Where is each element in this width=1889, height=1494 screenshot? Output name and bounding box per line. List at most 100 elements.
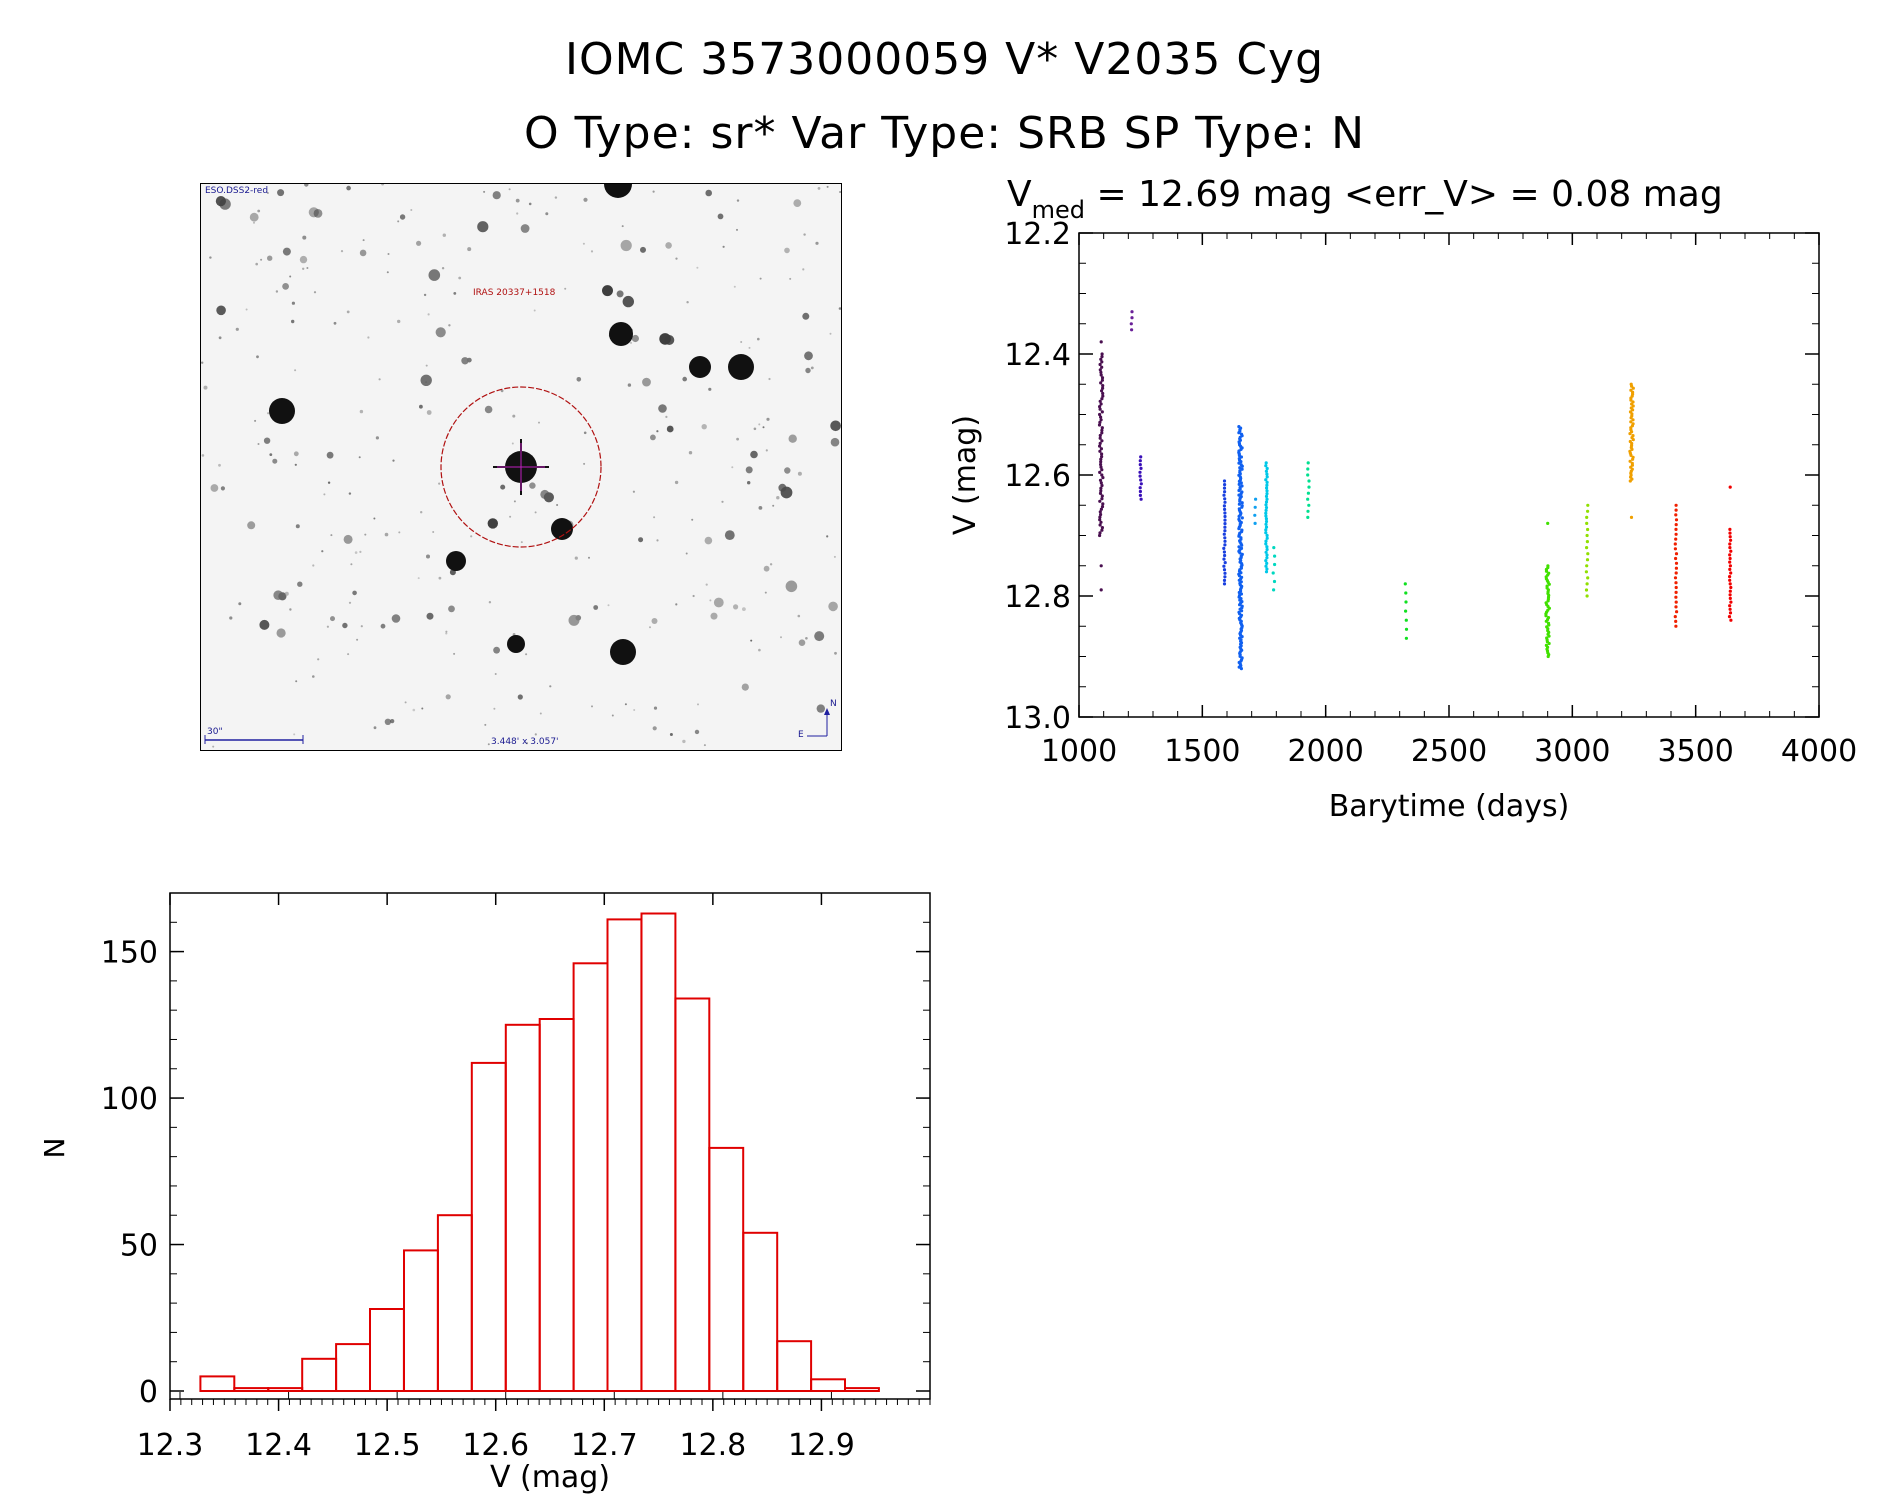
lc-data-point — [1237, 572, 1241, 576]
lc-data-point — [1239, 633, 1243, 637]
lc-data-point — [1223, 575, 1227, 579]
lc-data-point — [1099, 520, 1103, 524]
lc-data-point — [1238, 540, 1242, 544]
lc-data-point — [1238, 612, 1242, 616]
field-star — [691, 518, 694, 521]
field-star — [778, 483, 787, 492]
lc-data-point — [1238, 653, 1242, 657]
lc-data-point — [1306, 491, 1310, 495]
lc-data-point — [1130, 316, 1134, 320]
lc-data-point — [1729, 538, 1733, 542]
field-star — [685, 552, 688, 555]
field-star — [583, 431, 587, 435]
lc-data-point — [1223, 525, 1227, 529]
field-star — [529, 482, 536, 489]
lc-data-point — [1240, 505, 1244, 509]
field-star — [516, 212, 519, 215]
lc-data-point — [1546, 595, 1551, 599]
field-star — [674, 480, 679, 485]
lc-data-point — [1099, 486, 1103, 490]
lc-data-point — [1222, 582, 1227, 586]
field-star — [526, 742, 528, 745]
field-star — [675, 257, 678, 260]
lc-data-point — [1307, 485, 1311, 489]
lc-data-point — [1629, 420, 1633, 424]
field-star — [651, 618, 658, 624]
lc-data-point — [1223, 529, 1227, 533]
lc-data-point — [1138, 470, 1142, 474]
field-star — [291, 301, 295, 305]
lc-data-point — [1631, 408, 1635, 412]
field-star — [826, 535, 829, 538]
lc-data-point — [1631, 418, 1635, 422]
field-star — [313, 291, 317, 294]
lc-data-point — [1100, 428, 1104, 432]
lc-data-point — [1544, 567, 1548, 572]
lc-data-point — [1238, 581, 1242, 586]
bright-star — [269, 398, 295, 424]
field-star — [358, 456, 361, 459]
bright-star — [689, 356, 711, 378]
lc-data-point — [1729, 618, 1733, 622]
lc-data-point — [1586, 527, 1590, 532]
lc-data-point — [1238, 587, 1243, 592]
lc-data-point — [1306, 497, 1310, 501]
lc-data-point — [1130, 328, 1134, 332]
lc-data-point — [1237, 525, 1241, 529]
field-star — [665, 415, 668, 418]
field-star — [293, 733, 296, 736]
field-star — [736, 437, 739, 441]
lc-data-point — [1240, 656, 1244, 660]
lc-data-point — [1264, 494, 1269, 498]
lc-data-point — [1237, 527, 1241, 531]
lc-data-point — [1674, 523, 1678, 527]
lc-data-point — [1272, 588, 1276, 592]
lc-data-point — [1238, 651, 1242, 656]
lc-data-point — [1546, 580, 1550, 585]
lc-data-point — [1630, 412, 1634, 416]
lc-data-point — [1674, 600, 1678, 604]
field-star — [697, 703, 699, 706]
lc-data-point-outlier — [1099, 564, 1103, 568]
lc-data-point — [1628, 451, 1632, 455]
lc-data-point — [1223, 553, 1227, 558]
lc-data-point — [1223, 561, 1227, 565]
lc-data-point — [1238, 513, 1242, 517]
field-star — [649, 626, 651, 629]
lc-data-point — [1674, 585, 1678, 590]
field-star — [487, 518, 498, 529]
field-star — [829, 332, 832, 335]
field-star — [346, 185, 351, 191]
bright-star — [604, 184, 632, 198]
field-star — [741, 683, 749, 691]
lc-data-point — [1546, 564, 1550, 568]
histogram-bar — [199, 1375, 236, 1393]
field-star — [574, 556, 578, 560]
lc-data-point — [1585, 521, 1589, 526]
field-star — [297, 581, 303, 587]
h-xtick-label: 12.5 — [354, 1428, 421, 1463]
lc-data-point — [1265, 497, 1269, 501]
lc-data-point — [1545, 610, 1549, 614]
field-star — [724, 530, 735, 540]
field-star — [282, 283, 289, 290]
lc-data-point — [1239, 481, 1243, 485]
field-star — [263, 437, 271, 444]
lc-data-point — [1544, 643, 1548, 648]
lc-data-point — [1585, 546, 1589, 550]
lc-data-point — [1238, 531, 1242, 535]
lc-data-point — [1238, 551, 1242, 555]
field-star — [545, 212, 549, 216]
lc-data-point — [1239, 667, 1243, 671]
field-star — [201, 361, 204, 364]
lc-data-point — [1265, 483, 1269, 487]
lc-data-point — [1545, 579, 1549, 583]
field-star — [238, 602, 242, 606]
lc-data-point — [1100, 528, 1104, 532]
field-star — [343, 534, 353, 544]
field-star — [470, 535, 473, 538]
field-star — [426, 410, 432, 415]
light-curve-points — [1097, 310, 1733, 671]
field-star — [272, 458, 278, 464]
field-star — [750, 639, 753, 642]
